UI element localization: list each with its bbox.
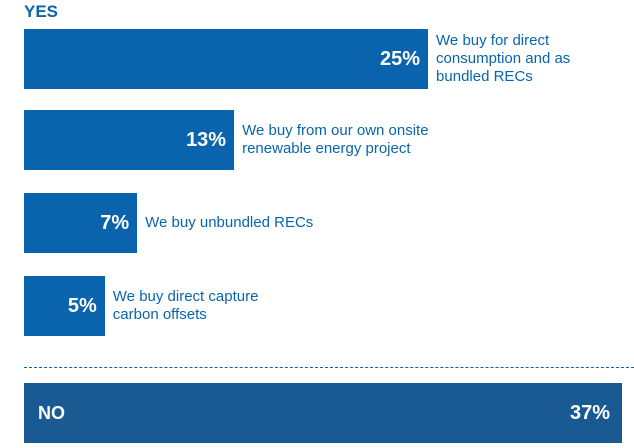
- divider: [24, 367, 634, 368]
- bar-description: We buy for direct consumption and as bun…: [436, 32, 571, 85]
- bar-description: We buy unbundled RECs: [145, 214, 314, 231]
- bar: [24, 110, 235, 170]
- bar-description: We buy from our own onsite renewable ene…: [242, 122, 429, 157]
- category-label: NO: [38, 403, 65, 423]
- value-label: 5%: [67, 295, 97, 317]
- value-label: 25%: [380, 48, 421, 70]
- bar: [24, 276, 105, 336]
- value-label: 7%: [100, 212, 130, 234]
- bar-description: We buy direct capture carbon offsets: [112, 288, 259, 323]
- bar: [24, 383, 622, 443]
- bar: [24, 193, 138, 253]
- chart-title: YES: [24, 2, 59, 21]
- value-label: 13%: [186, 129, 227, 151]
- bar: [24, 29, 429, 89]
- value-label: 37%: [569, 402, 610, 424]
